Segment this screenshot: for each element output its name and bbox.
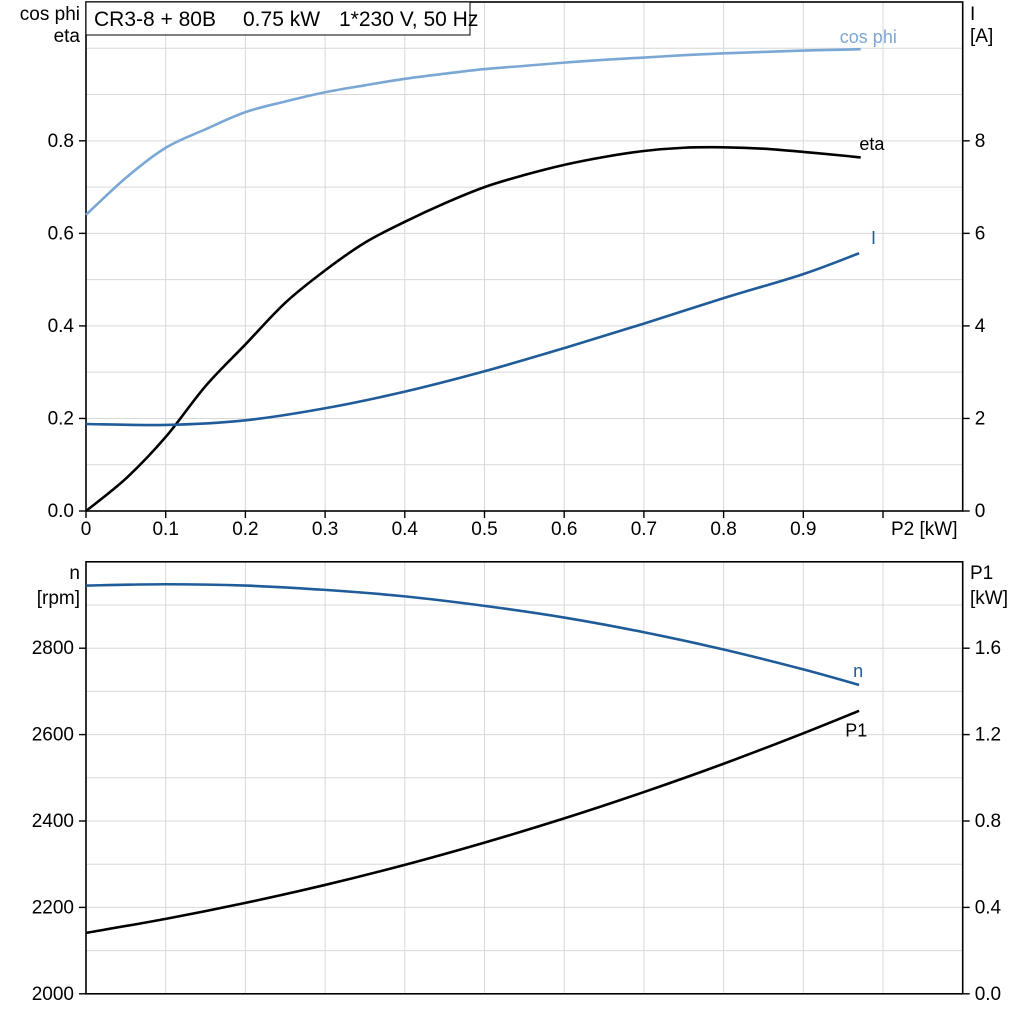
svg-text:P2 [kW]: P2 [kW] xyxy=(891,519,958,540)
svg-text:eta: eta xyxy=(54,26,81,47)
svg-text:P1: P1 xyxy=(970,563,993,584)
svg-text:8: 8 xyxy=(975,131,986,152)
svg-text:2200: 2200 xyxy=(32,897,74,918)
svg-text:cos phi: cos phi xyxy=(20,4,80,25)
svg-text:[kW]: [kW] xyxy=(970,588,1008,609)
svg-text:0.5: 0.5 xyxy=(471,519,497,540)
svg-text:0.6: 0.6 xyxy=(551,519,577,540)
svg-text:0.8: 0.8 xyxy=(710,519,736,540)
svg-text:0.4: 0.4 xyxy=(975,897,1002,918)
svg-text:2600: 2600 xyxy=(32,725,74,746)
svg-text:0: 0 xyxy=(975,501,986,522)
svg-text:0: 0 xyxy=(81,519,92,540)
svg-text:0.7: 0.7 xyxy=(631,519,657,540)
svg-text:2400: 2400 xyxy=(32,811,74,832)
svg-text:0.4: 0.4 xyxy=(392,519,419,540)
svg-text:6: 6 xyxy=(975,223,986,244)
svg-text:I: I xyxy=(871,228,876,248)
svg-text:[A]: [A] xyxy=(970,26,993,47)
svg-text:0.4: 0.4 xyxy=(48,316,75,337)
svg-text:P1: P1 xyxy=(845,720,867,740)
svg-text:4: 4 xyxy=(975,316,986,337)
svg-text:eta: eta xyxy=(859,134,885,154)
svg-text:n: n xyxy=(69,563,80,584)
svg-text:0.9: 0.9 xyxy=(790,519,816,540)
svg-text:I: I xyxy=(970,4,975,25)
svg-text:0.6: 0.6 xyxy=(48,223,74,244)
svg-text:0.0: 0.0 xyxy=(975,984,1001,1005)
svg-text:0.3: 0.3 xyxy=(312,519,338,540)
svg-text:2000: 2000 xyxy=(32,984,74,1005)
svg-text:2: 2 xyxy=(975,408,986,429)
svg-text:0.0: 0.0 xyxy=(48,501,74,522)
svg-text:2800: 2800 xyxy=(32,638,74,659)
svg-text:1.2: 1.2 xyxy=(975,725,1001,746)
svg-text:cos phi: cos phi xyxy=(840,27,897,47)
svg-text:[rpm]: [rpm] xyxy=(37,588,80,609)
svg-text:0.2: 0.2 xyxy=(232,519,258,540)
svg-text:0.2: 0.2 xyxy=(48,408,74,429)
svg-text:0.8: 0.8 xyxy=(48,131,74,152)
svg-text:n: n xyxy=(853,661,863,681)
svg-text:0.8: 0.8 xyxy=(975,811,1001,832)
svg-text:1.6: 1.6 xyxy=(975,638,1001,659)
svg-text:0.1: 0.1 xyxy=(152,519,178,540)
